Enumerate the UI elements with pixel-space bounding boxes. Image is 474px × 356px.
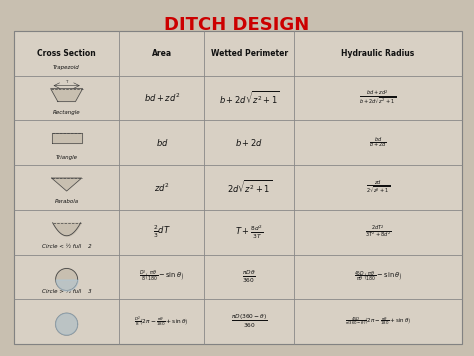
Text: Cross Section: Cross Section [37, 49, 96, 58]
Text: $\frac{2dT^2}{3T^2 + 8d^2}$: $\frac{2dT^2}{3T^2 + 8d^2}$ [365, 224, 391, 240]
Text: $zd^2$: $zd^2$ [154, 181, 170, 194]
Text: $b + 2d$: $b + 2d$ [235, 137, 264, 148]
Text: $\frac{D^2}{8}\!\left(\frac{\pi\theta}{180} - \sin\theta\right)$: $\frac{D^2}{8}\!\left(\frac{\pi\theta}{1… [139, 269, 184, 284]
Bar [14, 31, 462, 344]
Text: $\frac{bd + zd^2}{b + 2d\sqrt{z^2+1}}$: $\frac{bd + zd^2}{b + 2d\sqrt{z^2+1}}$ [359, 89, 397, 108]
Text: T: T [65, 80, 68, 84]
Text: DITCH DESIGN: DITCH DESIGN [164, 16, 310, 34]
Text: $bd$: $bd$ [155, 137, 168, 148]
Text: $\frac{D^2}{8}\!\left(2\pi - \frac{\pi\theta}{180} + \sin\theta\right)$: $\frac{D^2}{8}\!\left(2\pi - \frac{\pi\t… [135, 315, 189, 329]
Text: Hydraulic Radius: Hydraulic Radius [341, 49, 415, 58]
Text: Triangle: Triangle [55, 155, 78, 159]
Text: $\frac{\pi D\theta}{360}$: $\frac{\pi D\theta}{360}$ [242, 269, 256, 285]
Text: Rectangle: Rectangle [53, 110, 81, 115]
Text: Circle < ½ full    2: Circle < ½ full 2 [42, 244, 91, 249]
Text: $T + \frac{8d^2}{3T}$: $T + \frac{8d^2}{3T}$ [235, 224, 263, 241]
Text: Circle > ½ full    3: Circle > ½ full 3 [42, 289, 91, 294]
Polygon shape [52, 133, 82, 143]
Text: $\frac{bd}{b + 2d}$: $\frac{bd}{b + 2d}$ [369, 136, 387, 150]
Text: $b + 2d\sqrt{z^2+1}$: $b + 2d\sqrt{z^2+1}$ [219, 89, 280, 107]
Text: $\frac{\pi D(360-\theta)}{360}$: $\frac{\pi D(360-\theta)}{360}$ [231, 313, 267, 330]
Polygon shape [55, 313, 78, 335]
Text: Trapezoid: Trapezoid [53, 65, 80, 70]
Text: $\frac{45D}{\pi(360-\theta)}\!\left(2\pi - \frac{\pi\theta}{180} + \sin\theta\ri: $\frac{45D}{\pi(360-\theta)}\!\left(2\pi… [345, 316, 411, 327]
Polygon shape [55, 313, 78, 335]
Text: Wetted Perimeter: Wetted Perimeter [210, 49, 288, 58]
Text: $2d\sqrt{z^2+1}$: $2d\sqrt{z^2+1}$ [227, 179, 272, 196]
Text: $\frac{45D}{\pi\theta}\!\left(\frac{\pi\theta}{180} - \sin\theta\right)$: $\frac{45D}{\pi\theta}\!\left(\frac{\pi\… [354, 270, 402, 284]
Text: $\frac{zd}{2\sqrt{z^2+1}}$: $\frac{zd}{2\sqrt{z^2+1}}$ [366, 179, 390, 196]
Polygon shape [52, 178, 82, 191]
Text: Area: Area [152, 49, 172, 58]
Polygon shape [55, 268, 78, 290]
Text: Parabola: Parabola [55, 199, 79, 204]
Text: $bd + zd^2$: $bd + zd^2$ [144, 92, 180, 104]
Polygon shape [51, 89, 82, 101]
Text: $\frac{2}{3}dT$: $\frac{2}{3}dT$ [153, 224, 171, 240]
